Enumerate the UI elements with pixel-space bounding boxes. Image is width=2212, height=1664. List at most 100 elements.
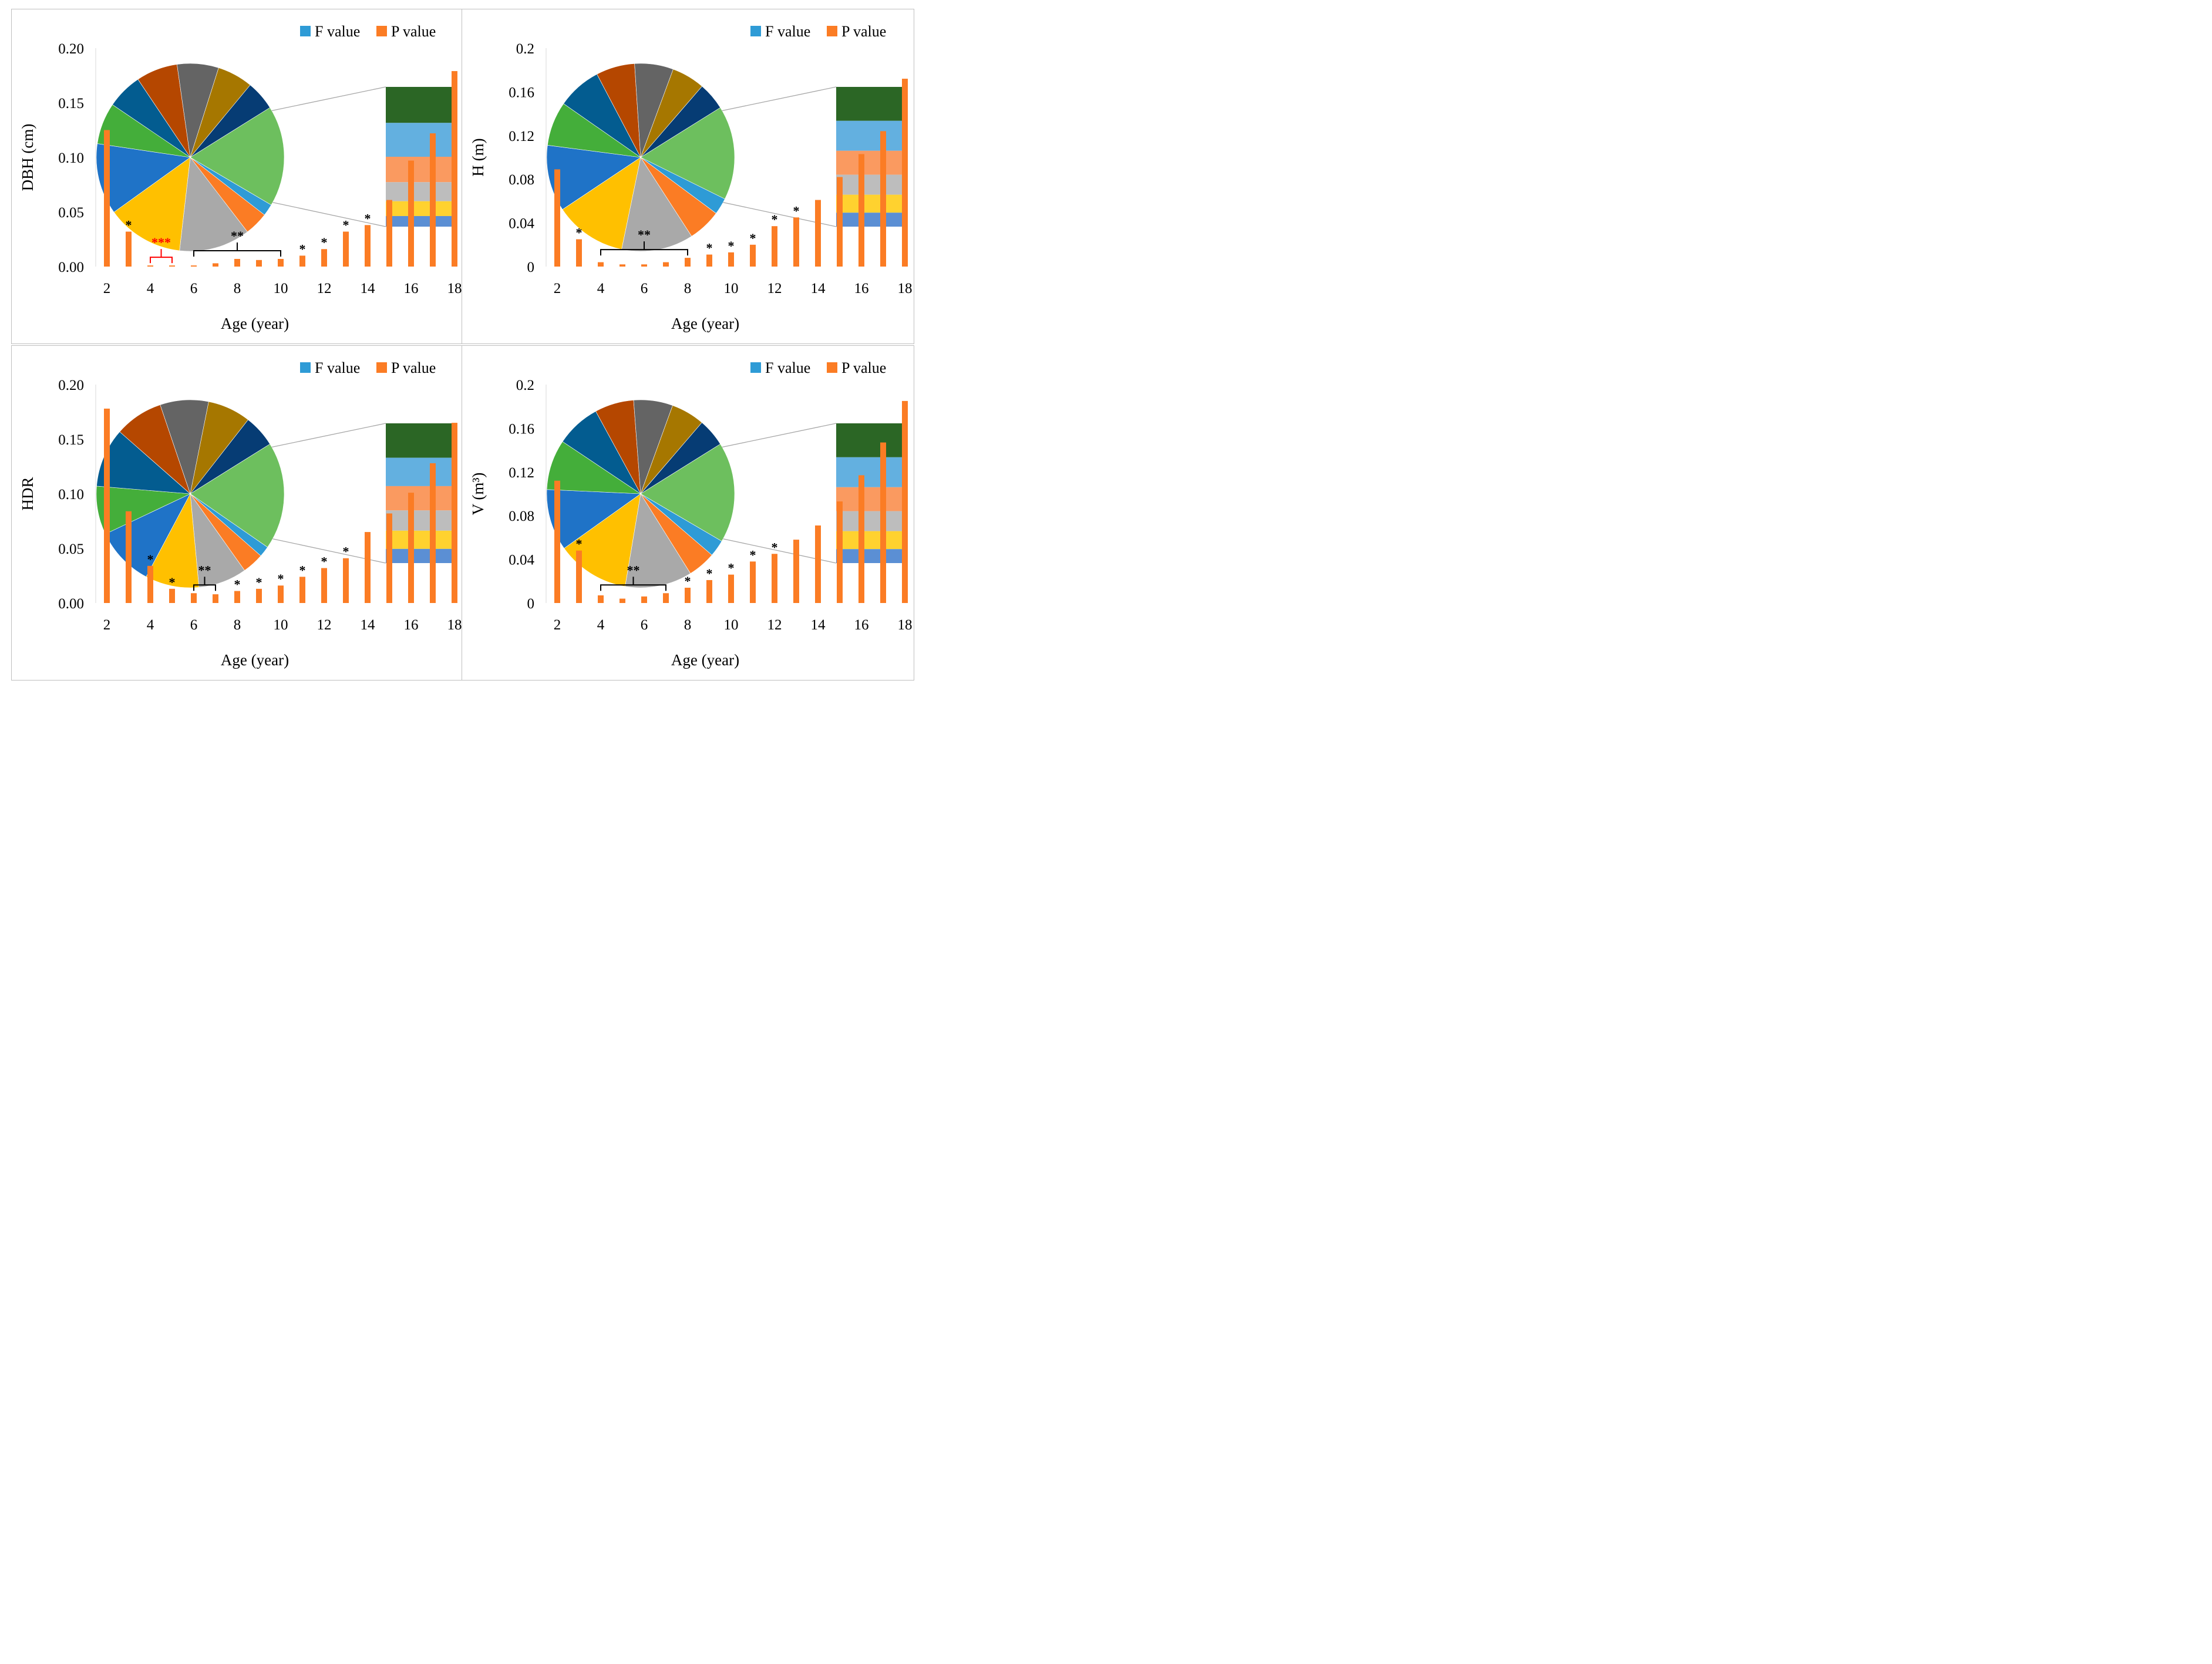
significance-marker: *: [728, 561, 735, 575]
y-tick-label: 0.10: [58, 487, 84, 503]
chart-hdr: F value P value 0.00 0.05 0.10 0.15 0.20 HDR 2 4 6…: [19, 359, 462, 669]
stack-segment: [836, 423, 906, 457]
x-tick-label: 18: [898, 617, 913, 633]
legend-f-label: F value: [765, 23, 810, 40]
legend-p-label: P value: [841, 359, 886, 376]
legend-f-swatch: [300, 26, 311, 36]
pie-slice: [179, 157, 248, 252]
p-value-bar: [126, 231, 132, 267]
x-tick-label: 18: [898, 281, 913, 297]
pie-chart: [546, 63, 735, 252]
p-value-bar: [430, 463, 436, 603]
y-tick-label: 0.16: [509, 85, 534, 100]
x-axis-label: Age (year): [221, 651, 289, 669]
y-axis-label: V (m³): [469, 473, 487, 516]
y-tick-label: 0.05: [58, 205, 84, 221]
y-tick-label: 0: [527, 596, 535, 612]
p-value-bar: [234, 591, 240, 603]
significance-marker: *: [685, 574, 691, 588]
p-value-bar: [256, 588, 262, 603]
significance-marker: *: [343, 544, 349, 559]
panel-hdr: F value P value 0.00 0.05 0.10 0.15 0.20 HDR 2 4 6…: [11, 345, 464, 681]
y-tick-label: 0.08: [509, 172, 534, 188]
x-tick-label: 16: [854, 281, 869, 297]
p-value-bar: [365, 225, 371, 267]
significance-marker: *: [728, 238, 735, 253]
x-tick-label: 14: [361, 617, 376, 633]
p-value-bar: [126, 511, 132, 603]
stack-segment: [836, 174, 906, 195]
p-value-bar: [598, 595, 604, 603]
p-value-bar: [147, 565, 153, 603]
significance-bracket: [600, 577, 666, 591]
p-value-bar: [386, 513, 392, 603]
p-value-bar: [663, 262, 669, 267]
panel-h: F value P value 0 0.04 0.08 0.12 0.16 0.2 H (m) 2…: [462, 9, 914, 344]
x-tick-label: 8: [234, 281, 241, 297]
p-value-bar: [169, 588, 175, 603]
pie-slice: [190, 419, 271, 494]
p-value-bar: [213, 263, 218, 267]
p-value-bar: [837, 501, 843, 603]
p-value-bar: [858, 475, 864, 603]
significance-marker: *: [343, 217, 349, 232]
pie-slice: [96, 143, 191, 213]
y-tick-label: 0.2: [516, 41, 534, 57]
x-tick-label: 16: [854, 617, 869, 633]
connector-line-top: [722, 423, 837, 448]
p-value-bar: [452, 71, 457, 267]
p-value-bar: [772, 226, 777, 267]
x-tick-label: 2: [103, 617, 111, 633]
p-value-bar: [278, 258, 284, 267]
stack-segment: [836, 150, 906, 175]
panel-dbh: F value P value 0.00 0.05 0.10 0.15 0.20 DBH (c…: [11, 9, 464, 344]
significance-marker: *: [256, 575, 262, 590]
p-value-bar: [343, 231, 349, 267]
y-axis-label: DBH (cm): [19, 124, 36, 191]
p-value-bar: [793, 217, 799, 267]
legend-p-label: P value: [391, 23, 436, 40]
significance-marker: **: [627, 562, 640, 577]
legend-f-swatch: [750, 362, 761, 373]
p-value-bar: [321, 249, 327, 267]
pie-slice: [546, 144, 641, 210]
p-value-bar: [641, 264, 647, 267]
significance-marker: *: [321, 554, 328, 568]
y-tick-label: 0.20: [58, 378, 84, 393]
y-tick-label: 0.20: [58, 41, 84, 57]
significance-marker: *: [169, 575, 176, 590]
x-tick-label: 12: [317, 281, 332, 297]
pie-slice: [640, 443, 735, 542]
p-value-bar: [147, 265, 153, 267]
figure: F value P value 0.00 0.05 0.10 0.15 0.20 DBH (c…: [0, 0, 914, 689]
p-value-bar: [365, 532, 371, 603]
p-value-bar: [880, 131, 886, 267]
p-value-bar: [685, 587, 691, 603]
stack-segment: [386, 530, 456, 549]
p-value-bar: [902, 400, 908, 603]
p-value-bar: [902, 79, 908, 267]
pie-slice: [190, 107, 285, 206]
stack-segment: [386, 182, 456, 201]
legend-p-label: P value: [391, 359, 436, 376]
x-axis-label: Age (year): [671, 315, 739, 332]
x-tick-label: 12: [767, 617, 782, 633]
x-tick-label: 4: [597, 617, 605, 633]
y-tick-label: 0.15: [58, 96, 84, 112]
chart-h: F value P value 0 0.04 0.08 0.12 0.16 0.2 H (m) 2…: [469, 23, 913, 332]
stack-segment: [386, 548, 456, 563]
significance-marker: *: [576, 225, 583, 240]
x-tick-label: 2: [554, 617, 561, 633]
p-value-bar: [663, 593, 669, 603]
significance-marker: *: [706, 241, 713, 255]
p-value-bar: [104, 130, 110, 267]
significance-marker: **: [638, 227, 651, 242]
y-tick-label: 0.10: [58, 150, 84, 166]
p-value-bar: [728, 252, 734, 267]
x-tick-label: 14: [811, 281, 826, 297]
p-value-bar: [213, 594, 218, 603]
y-tick-label: 0.04: [509, 553, 534, 568]
p-value-bar: [858, 154, 864, 267]
y-tick-label: 0.08: [509, 508, 534, 524]
significance-marker: *: [365, 211, 371, 225]
